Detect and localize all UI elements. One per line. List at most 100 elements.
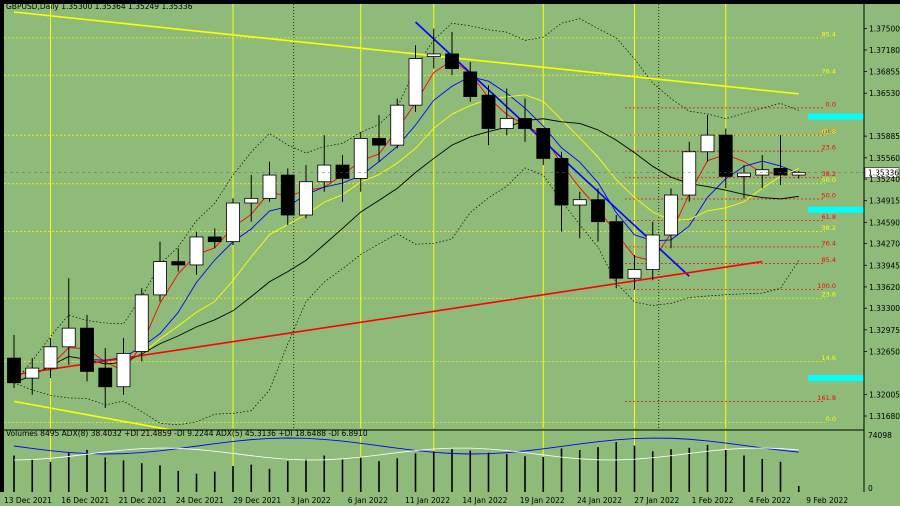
candle-body (98, 367, 113, 388)
price-axis: 1.35336 1.37500 1.37180 1.36855 1.36530 1.358… (864, 4, 900, 493)
current-price-label: 1.35336 (868, 169, 899, 178)
candle (572, 191, 587, 239)
candle (700, 115, 715, 162)
volume-scale-label: 74098 (868, 431, 892, 440)
candle (645, 221, 660, 281)
candle (116, 338, 131, 395)
price-tick-label: 1.35560 (869, 154, 900, 163)
candle (390, 98, 405, 149)
candle-body (408, 58, 423, 106)
current-price-box (864, 167, 900, 178)
chart-title: GBPUSD,Daily 1.35300 1.35364 1.35249 1.3… (6, 2, 193, 11)
price-tick-label: 1.35240 (869, 175, 900, 184)
candle-body (226, 202, 240, 243)
candle-body (773, 168, 788, 176)
date-tick-label: 9 Feb 2022 (806, 496, 848, 505)
price-tick-label: 1.32650 (869, 347, 900, 356)
candle-body (737, 172, 751, 177)
candle (682, 141, 697, 202)
di-line (13, 447, 799, 461)
fibonacci-level-label: 38.2 (822, 170, 836, 178)
candle-body (445, 53, 459, 69)
candle-body (116, 353, 131, 388)
volume-header: Volumes 8495 ADX(8) 38.4032 +DI 21.4859 … (6, 429, 368, 438)
fibonacci-level-label: 14.6 (822, 128, 836, 136)
fibonacci-level-label: 23.6 (822, 144, 836, 152)
candle-body (700, 134, 715, 153)
price-tick-label: 1.31680 (869, 412, 900, 421)
candle (134, 288, 149, 362)
date-tick-label: 1 Feb 2022 (692, 496, 734, 505)
candle (773, 135, 788, 186)
highlight-level-marker (808, 113, 864, 120)
price-tick-label: 1.33300 (869, 304, 900, 313)
adx-line (13, 437, 799, 455)
date-tick-label: 4 Feb 2022 (749, 496, 791, 505)
candle (353, 131, 368, 192)
candle (43, 338, 58, 379)
date-tick-label: 19 Jan 2022 (520, 496, 565, 505)
candle-body (244, 197, 259, 204)
candle (7, 334, 21, 389)
candle-body (372, 138, 386, 146)
candle-body (299, 181, 313, 216)
candle (189, 231, 204, 275)
fibonacci-level-label: 161.8 (817, 394, 836, 402)
date-tick-label: 27 Jan 2022 (634, 496, 679, 505)
price-tick-label: 1.32005 (869, 390, 900, 399)
highlight-level-marker (808, 206, 864, 213)
candle (262, 161, 277, 202)
trendline (13, 260, 763, 376)
candle-body (682, 151, 697, 196)
price-axis-background (864, 4, 900, 492)
candle-body (153, 261, 167, 296)
candle (755, 155, 770, 189)
candle-body (591, 199, 605, 223)
candle-body (664, 194, 678, 236)
candle (226, 198, 240, 245)
trendline (414, 21, 690, 277)
volume-panel (4, 430, 864, 492)
price-tick-label: 1.34590 (869, 218, 900, 227)
moving-average-long (13, 118, 799, 384)
candle (280, 168, 295, 225)
candle (791, 171, 806, 179)
candle-body (80, 327, 94, 372)
candle-body (426, 53, 441, 57)
candle (518, 98, 532, 142)
fibonacci-level-label: 50.0 (822, 176, 836, 184)
candle-body (207, 236, 222, 243)
candle-body (572, 199, 587, 206)
price-tick-label: 1.32975 (869, 326, 900, 335)
price-tick-label: 1.36530 (869, 89, 900, 98)
date-tick-label: 29 Dec 2021 (233, 496, 281, 505)
candle (171, 248, 186, 272)
candle (591, 188, 605, 242)
candle (609, 215, 624, 289)
fibonacci-level-label: 0.0 (826, 415, 836, 423)
candle-body (755, 169, 770, 176)
candle-body (791, 172, 806, 176)
candle (463, 61, 478, 102)
date-tick-label: 14 Jan 2022 (462, 496, 507, 505)
candle-body (499, 118, 514, 129)
price-tick-label: 1.36855 (869, 68, 900, 77)
fibonacci-level-label: 23.6 (822, 291, 836, 299)
date-tick-label: 16 Dec 2021 (61, 496, 109, 505)
fibonacci-level-label: 0.0 (826, 100, 836, 108)
candle (61, 278, 76, 365)
price-tick-label: 1.34270 (869, 240, 900, 249)
fibonacci-level-label: 85.4 (822, 30, 836, 38)
fibonacci-level-label: 100.0 (817, 282, 836, 290)
candle (737, 165, 751, 199)
candle-body (25, 367, 40, 379)
fibonacci-level-label: 38.2 (822, 224, 836, 232)
date-tick-label: 24 Dec 2021 (176, 496, 224, 505)
candle (372, 115, 386, 162)
trendline (13, 11, 799, 95)
candle-body (134, 294, 149, 352)
time-axis: 13 Dec 2021 16 Dec 2021 21 Dec 2021 24 Dec … (0, 492, 900, 506)
price-tick-label: 1.34915 (869, 197, 900, 206)
candle (299, 165, 313, 219)
